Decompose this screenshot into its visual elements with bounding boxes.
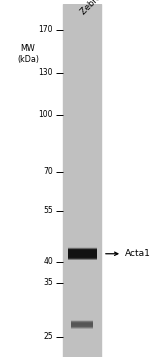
Polygon shape [68, 252, 97, 256]
Bar [63, 4, 101, 357]
Polygon shape [68, 255, 97, 260]
Polygon shape [68, 248, 97, 253]
Polygon shape [68, 256, 97, 260]
Text: 130: 130 [38, 68, 53, 77]
Polygon shape [68, 255, 97, 259]
Polygon shape [71, 321, 93, 326]
Polygon shape [68, 250, 97, 255]
Polygon shape [68, 253, 97, 258]
Polygon shape [68, 247, 97, 252]
Polygon shape [68, 255, 97, 260]
Polygon shape [68, 249, 97, 253]
Polygon shape [68, 252, 97, 257]
Polygon shape [71, 324, 93, 329]
Polygon shape [68, 251, 97, 256]
Polygon shape [68, 251, 97, 255]
Text: 40: 40 [43, 257, 53, 266]
Polygon shape [68, 250, 97, 255]
Polygon shape [68, 248, 97, 253]
Text: 70: 70 [43, 168, 53, 177]
Text: MW
(kDa): MW (kDa) [17, 44, 39, 64]
Polygon shape [68, 250, 97, 255]
Polygon shape [71, 324, 93, 329]
Polygon shape [68, 251, 97, 256]
Polygon shape [71, 320, 93, 325]
Polygon shape [68, 250, 97, 255]
Text: 55: 55 [43, 206, 53, 215]
Polygon shape [68, 254, 97, 259]
Polygon shape [68, 253, 97, 258]
Polygon shape [71, 323, 93, 328]
Polygon shape [68, 252, 97, 257]
Polygon shape [71, 320, 93, 325]
Polygon shape [68, 252, 97, 257]
Polygon shape [71, 323, 93, 328]
Text: 170: 170 [38, 25, 53, 34]
Polygon shape [68, 254, 97, 259]
Polygon shape [68, 248, 97, 253]
Polygon shape [68, 248, 97, 253]
Polygon shape [68, 249, 97, 254]
Polygon shape [68, 253, 97, 257]
Text: Zebrafish heart: Zebrafish heart [79, 0, 131, 16]
Polygon shape [68, 249, 97, 254]
Text: 35: 35 [43, 278, 53, 287]
Polygon shape [71, 322, 93, 327]
Polygon shape [71, 321, 93, 326]
Polygon shape [68, 255, 97, 260]
Polygon shape [68, 249, 97, 254]
Text: Acta1b: Acta1b [125, 249, 150, 258]
Text: 100: 100 [38, 110, 53, 119]
Polygon shape [71, 323, 93, 327]
Polygon shape [71, 324, 93, 329]
Polygon shape [68, 248, 97, 252]
Polygon shape [71, 322, 93, 327]
Polygon shape [71, 321, 93, 325]
Text: 25: 25 [43, 332, 53, 342]
Polygon shape [68, 252, 97, 257]
Polygon shape [68, 251, 97, 256]
Polygon shape [68, 253, 97, 258]
Polygon shape [71, 323, 93, 328]
Polygon shape [68, 253, 97, 258]
Polygon shape [71, 322, 93, 327]
Polygon shape [71, 322, 93, 326]
Polygon shape [68, 254, 97, 258]
